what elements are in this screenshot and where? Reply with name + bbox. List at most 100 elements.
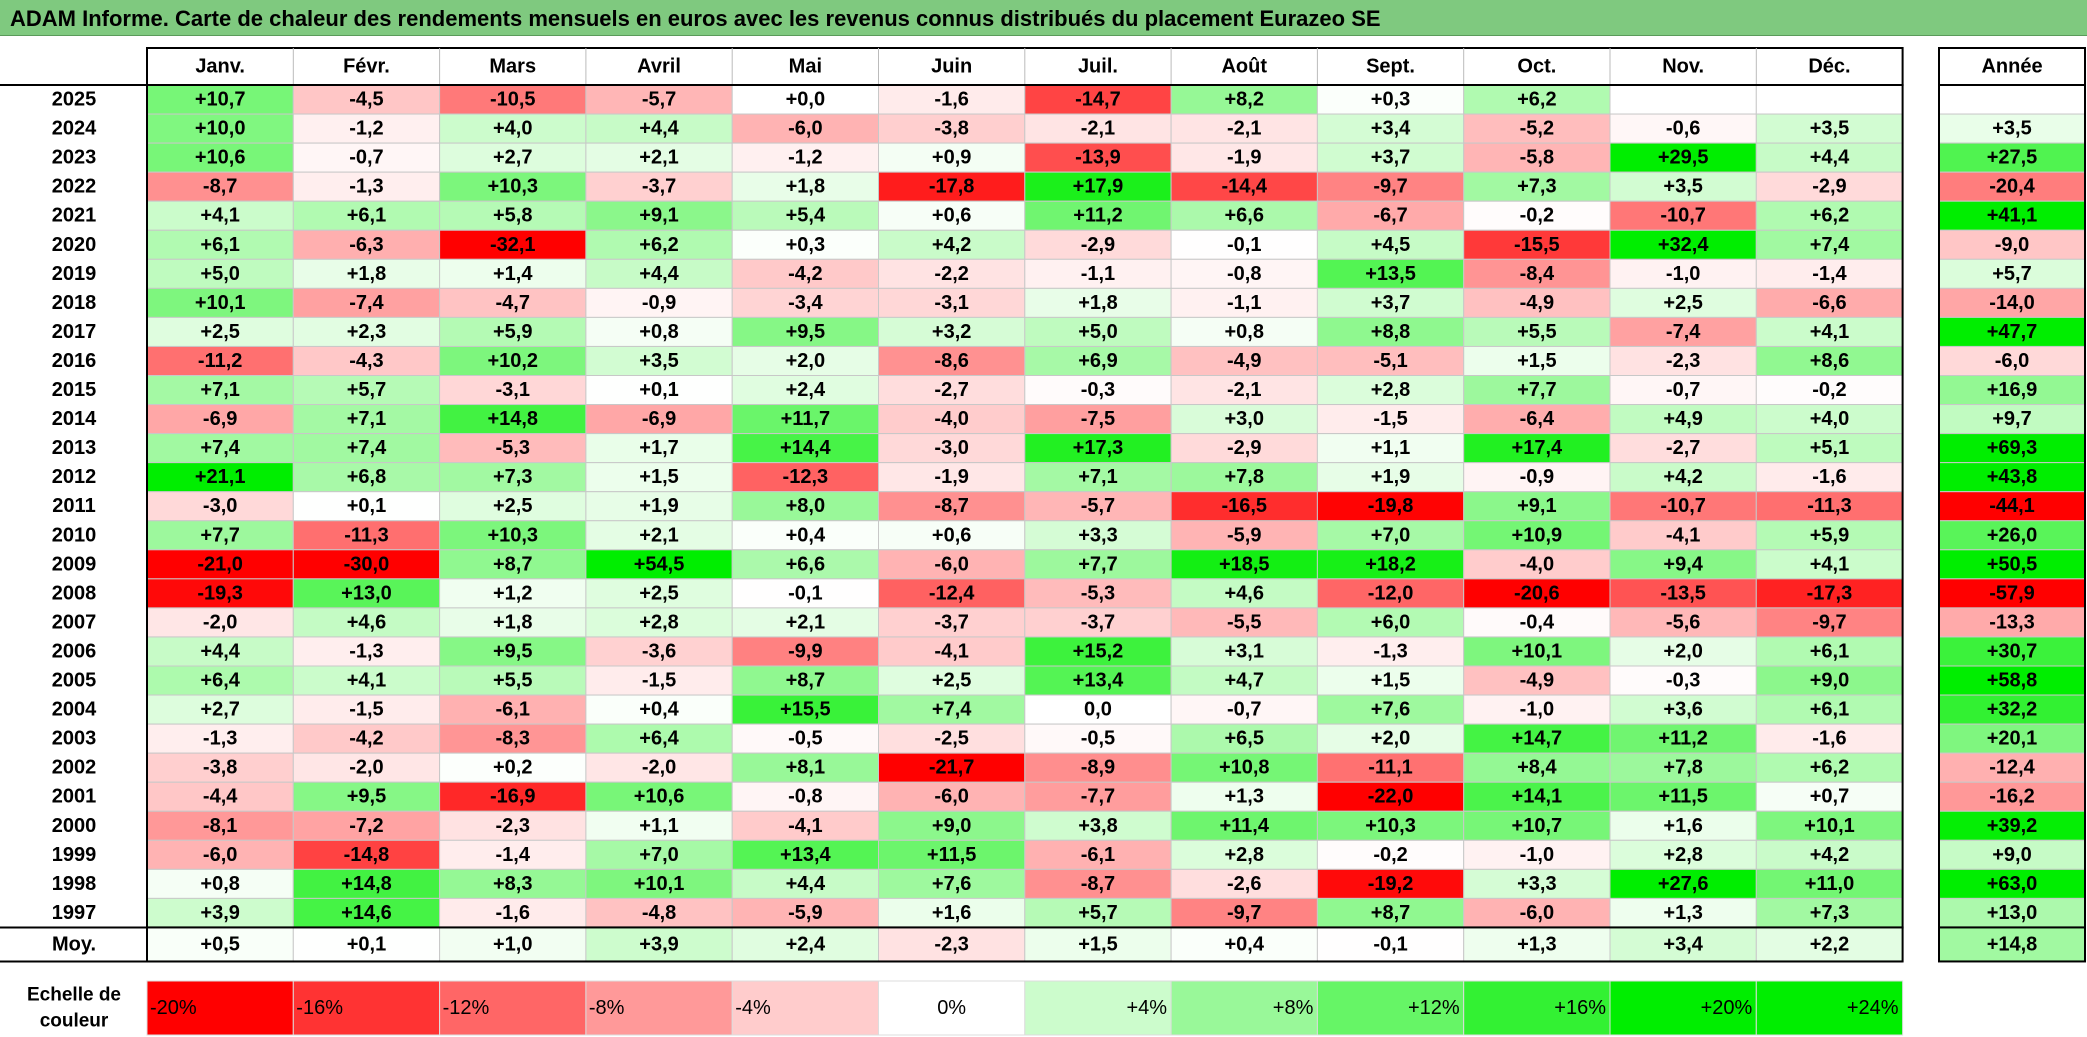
heat-cell-value: +6,6 [786, 553, 825, 575]
scale-swatch [731, 980, 880, 1036]
heat-cell-value: +11,5 [927, 844, 977, 866]
heat-cell [1170, 752, 1318, 783]
annual-cell [1938, 607, 2086, 638]
heat-cell [585, 171, 733, 202]
heat-cell-value: -2,1 [1081, 118, 1115, 140]
heat-cell-value: -5,9 [788, 902, 822, 924]
heat-cell-value: +4,1 [200, 205, 239, 227]
heat-cell-value: +6,0 [1371, 611, 1410, 633]
heat-cell [1170, 142, 1318, 173]
heat-cell [585, 229, 733, 260]
heat-cell [1316, 520, 1465, 551]
month-header-1: Janv. [195, 56, 245, 78]
heat-cell-value: -2,9 [1081, 234, 1115, 256]
heat-cell-value: +2,1 [639, 524, 678, 546]
year-label-2021: 2021 [52, 205, 97, 227]
heat-cell-value: +7,6 [932, 873, 971, 895]
heat-cell [1609, 491, 1757, 522]
heat-cell-value: +2,0 [1663, 640, 1702, 662]
heat-cell-value: -19,3 [197, 582, 243, 604]
heat-cell-value: +3,3 [1517, 873, 1556, 895]
heat-cell-value: +2,8 [1663, 844, 1702, 866]
heat-cell-value: +1,9 [639, 495, 678, 517]
heat-cell-value: -0,9 [1520, 466, 1554, 488]
heat-cell-value: +5,1 [1810, 437, 1849, 459]
average-cell-value: +1,3 [1517, 933, 1556, 955]
heat-cell [439, 578, 587, 609]
heat-cell-value: +3,8 [1078, 815, 1117, 837]
heat-cell [1609, 345, 1757, 377]
heat-cell [1755, 171, 1904, 202]
heat-cell-value: +0,6 [932, 524, 971, 546]
heat-cell-value: +1,3 [1225, 786, 1264, 808]
heat-cell [731, 810, 880, 841]
heat-cell-value: +4,0 [1810, 408, 1849, 430]
heat-cell [731, 316, 880, 347]
heat-cell-value: +6,1 [1810, 699, 1849, 721]
heat-cell-value: +7,0 [1371, 524, 1410, 546]
annual-cell-value: -14,0 [1989, 292, 2035, 314]
heat-cell-value: +7,0 [639, 844, 678, 866]
heat-cell-value: -14,7 [1075, 89, 1121, 111]
heat-cell-value: -2,5 [934, 728, 968, 750]
heat-cell-value: +1,5 [1517, 350, 1556, 372]
heat-cell-value: +6,2 [639, 234, 678, 256]
heat-cell [1316, 171, 1465, 202]
heat-cell [1024, 781, 1172, 812]
scale-label: -20% [150, 997, 197, 1019]
average-cell-value: +2,4 [786, 933, 826, 955]
heat-cell [878, 665, 1026, 696]
heat-cell-value: -6,1 [496, 699, 530, 721]
heat-cell-value: +2,8 [639, 611, 678, 633]
heat-cell-value: -13,5 [1660, 582, 1706, 604]
heat-cell-value: +8,7 [1371, 902, 1410, 924]
heat-cell-value: +10,1 [1512, 640, 1563, 662]
heat-cell-value: -9,9 [788, 640, 822, 662]
scale-label: +20% [1701, 997, 1753, 1019]
heat-cell-value: -1,4 [496, 844, 531, 866]
month-header-4: Avril [637, 56, 681, 78]
heat-cell [146, 316, 294, 347]
heat-cell [439, 287, 587, 318]
year-label-2018: 2018 [52, 292, 97, 314]
heat-cell-value: +6,5 [1225, 728, 1264, 750]
heat-cell-value: -3,7 [934, 611, 968, 633]
heat-cell-value: -3,0 [203, 495, 237, 517]
annual-cell-value: +9,7 [1992, 408, 2031, 430]
annual-cell-value: -13,3 [1989, 611, 2035, 633]
heat-cell-value: -1,0 [1666, 263, 1700, 285]
heat-cell-value: +5,4 [786, 205, 826, 227]
heat-cell [439, 316, 587, 347]
heat-cell [585, 578, 733, 609]
heat-cell-value: -2,6 [1227, 873, 1261, 895]
heat-cell-value: -8,7 [934, 495, 968, 517]
scale-swatch [1316, 980, 1465, 1036]
heat-cell-value: +1,8 [493, 611, 532, 633]
year-label-2024: 2024 [52, 118, 97, 140]
heat-cell [292, 810, 441, 841]
heat-cell-value: -1,6 [1812, 466, 1846, 488]
heat-cell-value: -21,7 [929, 757, 975, 779]
heat-cell [585, 258, 733, 289]
heat-cell [878, 868, 1026, 899]
month-header-2: Févr. [343, 56, 390, 78]
heat-cell [146, 462, 294, 493]
heat-cell-value: -5,7 [1081, 495, 1115, 517]
heat-cell [1170, 810, 1318, 841]
heat-cell-value: -0,2 [1373, 844, 1407, 866]
heat-cell-value: -4,9 [1520, 670, 1554, 692]
heat-cell-value: +7,7 [1517, 379, 1556, 401]
heat-cell [878, 287, 1026, 318]
heat-cell-value: +14,7 [1512, 728, 1563, 750]
annual-cell [1938, 694, 2086, 725]
heat-cell-value: +8,7 [786, 670, 825, 692]
heat-cell [292, 345, 441, 377]
heat-cell-value: -0,5 [788, 728, 822, 750]
heat-cell-value: -4,9 [1520, 292, 1554, 314]
heat-cell-value: -4,1 [934, 640, 968, 662]
heat-cell-value: +10,9 [1512, 524, 1563, 546]
heat-cell [1024, 810, 1172, 841]
heat-cell [1316, 433, 1465, 464]
heat-cell-value: -5,3 [1081, 582, 1115, 604]
heat-cell [731, 113, 880, 144]
